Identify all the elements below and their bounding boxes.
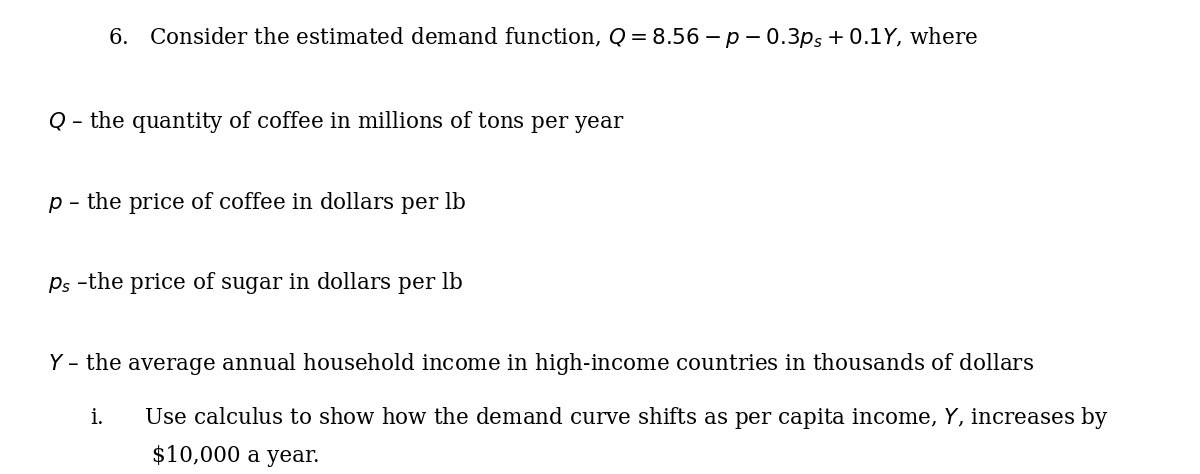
Text: $p$ – the price of coffee in dollars per lb: $p$ – the price of coffee in dollars per… [48, 190, 466, 216]
Text: $10,000 a year.: $10,000 a year. [90, 445, 319, 467]
Text: $p_s$ –the price of sugar in dollars per lb: $p_s$ –the price of sugar in dollars per… [48, 270, 463, 296]
Text: $Q$ – the quantity of coffee in millions of tons per year: $Q$ – the quantity of coffee in millions… [48, 109, 624, 135]
Text: $Y$ – the average annual household income in high-income countries in thousands : $Y$ – the average annual household incom… [48, 351, 1034, 377]
Text: 6.   Consider the estimated demand function, $Q = 8.56 - p - 0.3p_s + 0.1Y$, whe: 6. Consider the estimated demand functio… [108, 25, 978, 50]
Text: i.      Use calculus to show how the demand curve shifts as per capita income, $: i. Use calculus to show how the demand c… [90, 405, 1109, 431]
